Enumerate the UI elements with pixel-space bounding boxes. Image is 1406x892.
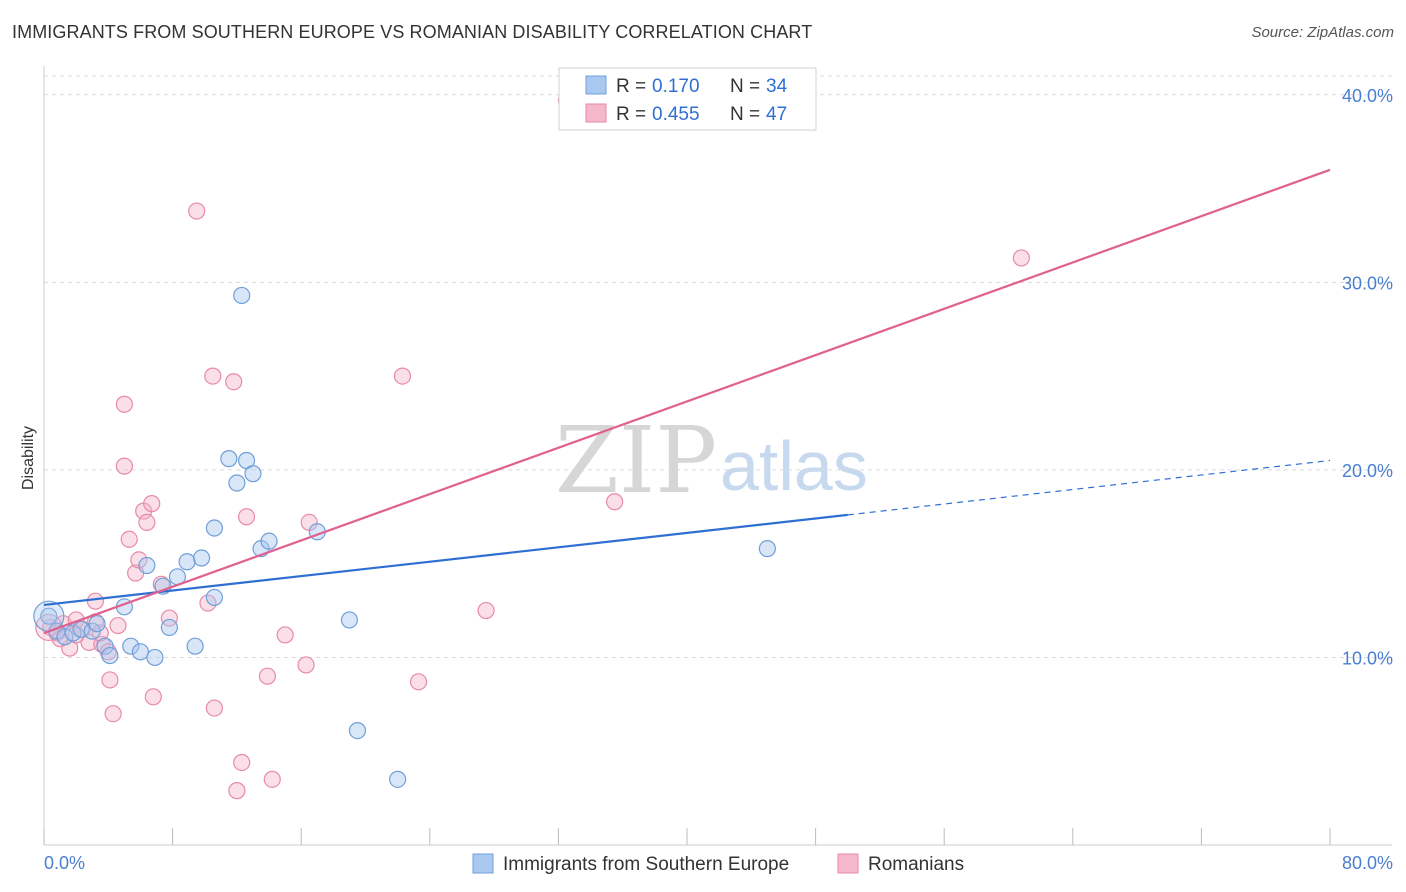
romanians-point — [144, 688, 162, 706]
southern-europe-point — [186, 637, 204, 655]
southern-europe-point — [64, 624, 82, 642]
southern-europe-point — [56, 628, 74, 646]
southern-europe-point — [389, 770, 407, 788]
southern-europe-point — [138, 556, 156, 575]
southern-europe-point — [146, 648, 164, 667]
stats-legend: R = 0.170 N = 34 R = 0.455 N = 47 — [558, 67, 817, 131]
legend-label-romanians: Romanians — [868, 854, 964, 875]
romanians-point — [228, 782, 246, 800]
southern-europe-point — [244, 465, 262, 483]
romanians-trend-line — [43, 168, 1331, 635]
trend-lines — [43, 168, 1331, 635]
romanians-point — [86, 592, 105, 610]
stats-r-value: 0.455 — [652, 104, 700, 125]
stats-n-label: N = — [730, 104, 760, 125]
southern-europe-point — [205, 519, 223, 537]
romanians-point — [258, 667, 277, 685]
romanians-point — [80, 633, 98, 652]
x-tick-label-max: 80.0% — [1342, 853, 1393, 873]
southern-europe-point — [178, 553, 196, 571]
southern-europe-point — [228, 474, 246, 492]
romanians-point — [101, 671, 119, 689]
stats-legend-swatch-blue — [585, 75, 607, 95]
romanians-point — [1012, 249, 1030, 267]
southern-europe-point — [758, 540, 776, 558]
southern-europe-point — [205, 588, 223, 607]
axes — [43, 66, 1392, 846]
stats-r-label: R = — [616, 76, 646, 97]
southern-europe-point — [96, 637, 114, 655]
romanians-point — [138, 513, 156, 531]
watermark-atlas: atlas — [720, 427, 868, 505]
y-tick-label: 10.0% — [1342, 648, 1393, 668]
romanians-point — [225, 373, 243, 391]
southern-europe-points — [33, 286, 776, 788]
legend-swatch-southern-europe — [472, 853, 494, 874]
romanians-point — [120, 530, 138, 548]
watermark-zip: ZIP — [555, 407, 717, 514]
stats-n-value: 34 — [766, 76, 788, 97]
romanians-point — [115, 395, 133, 413]
stats-n-label: N = — [730, 76, 760, 97]
romanians-point — [297, 656, 315, 674]
stats-legend-swatch-pink — [585, 103, 607, 123]
romanians-points — [35, 91, 1030, 800]
stats-r-label: R = — [616, 104, 646, 125]
southern-europe-point — [260, 532, 278, 550]
southern-europe-point — [101, 646, 119, 665]
romanians-point — [188, 202, 206, 220]
y-tick-label: 30.0% — [1342, 273, 1393, 293]
southern-europe-point — [348, 721, 367, 740]
romanians-point — [606, 493, 624, 511]
stats-r-value: 0.170 — [652, 76, 700, 97]
southern-europe-trend-extension — [847, 459, 1331, 516]
gridlines — [44, 75, 1392, 658]
source-credit: Source: ZipAtlas.com — [1251, 24, 1394, 41]
southern-europe-trend-line — [43, 513, 848, 607]
chart-title: IMMIGRANTS FROM SOUTHERN EUROPE VS ROMAN… — [12, 22, 813, 42]
southern-europe-point — [122, 637, 140, 655]
y-tick-label: 40.0% — [1342, 86, 1393, 106]
romanians-point — [115, 457, 133, 475]
romanians-point — [143, 495, 161, 513]
stats-n-value: 47 — [766, 104, 787, 125]
series-legend: Immigrants from Southern Europe Romanian… — [472, 853, 964, 875]
legend-label-southern-europe: Immigrants from Southern Europe — [503, 854, 789, 875]
y-tick-labels: 10.0% 20.0% 30.0% 40.0% — [1342, 86, 1393, 669]
romanians-point — [109, 616, 127, 635]
southern-europe-point — [220, 450, 238, 468]
romanians-point — [263, 770, 281, 788]
southern-europe-point — [233, 286, 251, 305]
romanians-point — [233, 753, 251, 772]
legend-swatch-romanians — [837, 853, 859, 874]
romanians-point — [204, 367, 222, 385]
southern-europe-point — [160, 618, 178, 637]
southern-europe-point — [192, 549, 211, 567]
romanians-point — [237, 508, 256, 526]
romanians-point — [276, 626, 294, 644]
romanians-point — [393, 367, 412, 385]
romanians-point — [160, 609, 178, 627]
romanians-point — [104, 705, 122, 723]
x-tick-label-min: 0.0% — [44, 853, 85, 873]
southern-europe-point — [40, 607, 58, 625]
romanians-point — [477, 601, 495, 620]
southern-europe-point — [131, 643, 150, 661]
y-tick-label: 20.0% — [1342, 461, 1393, 481]
romanians-point — [205, 699, 223, 717]
southern-europe-point — [88, 615, 106, 633]
romanians-point — [409, 673, 428, 691]
southern-europe-point — [340, 611, 359, 629]
y-axis-title: Disability — [20, 426, 37, 490]
